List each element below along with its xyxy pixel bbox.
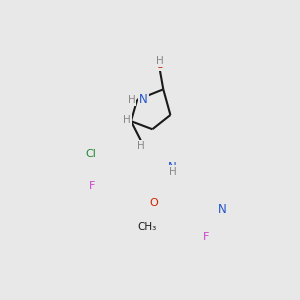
Text: Cl: Cl	[85, 149, 96, 159]
Text: F: F	[88, 181, 95, 191]
Text: H: H	[128, 95, 135, 105]
Text: F: F	[202, 232, 209, 242]
Text: O: O	[149, 224, 158, 234]
Text: N: N	[218, 203, 226, 216]
Text: H: H	[123, 115, 131, 125]
Text: methoxy: methoxy	[143, 223, 149, 224]
Text: CH₃: CH₃	[137, 222, 157, 232]
Text: O: O	[149, 198, 158, 208]
Text: N: N	[139, 93, 148, 106]
Text: H: H	[156, 56, 164, 66]
Text: H: H	[136, 141, 144, 151]
Text: H: H	[169, 167, 177, 176]
Text: O: O	[156, 60, 164, 70]
Text: N: N	[168, 161, 176, 174]
